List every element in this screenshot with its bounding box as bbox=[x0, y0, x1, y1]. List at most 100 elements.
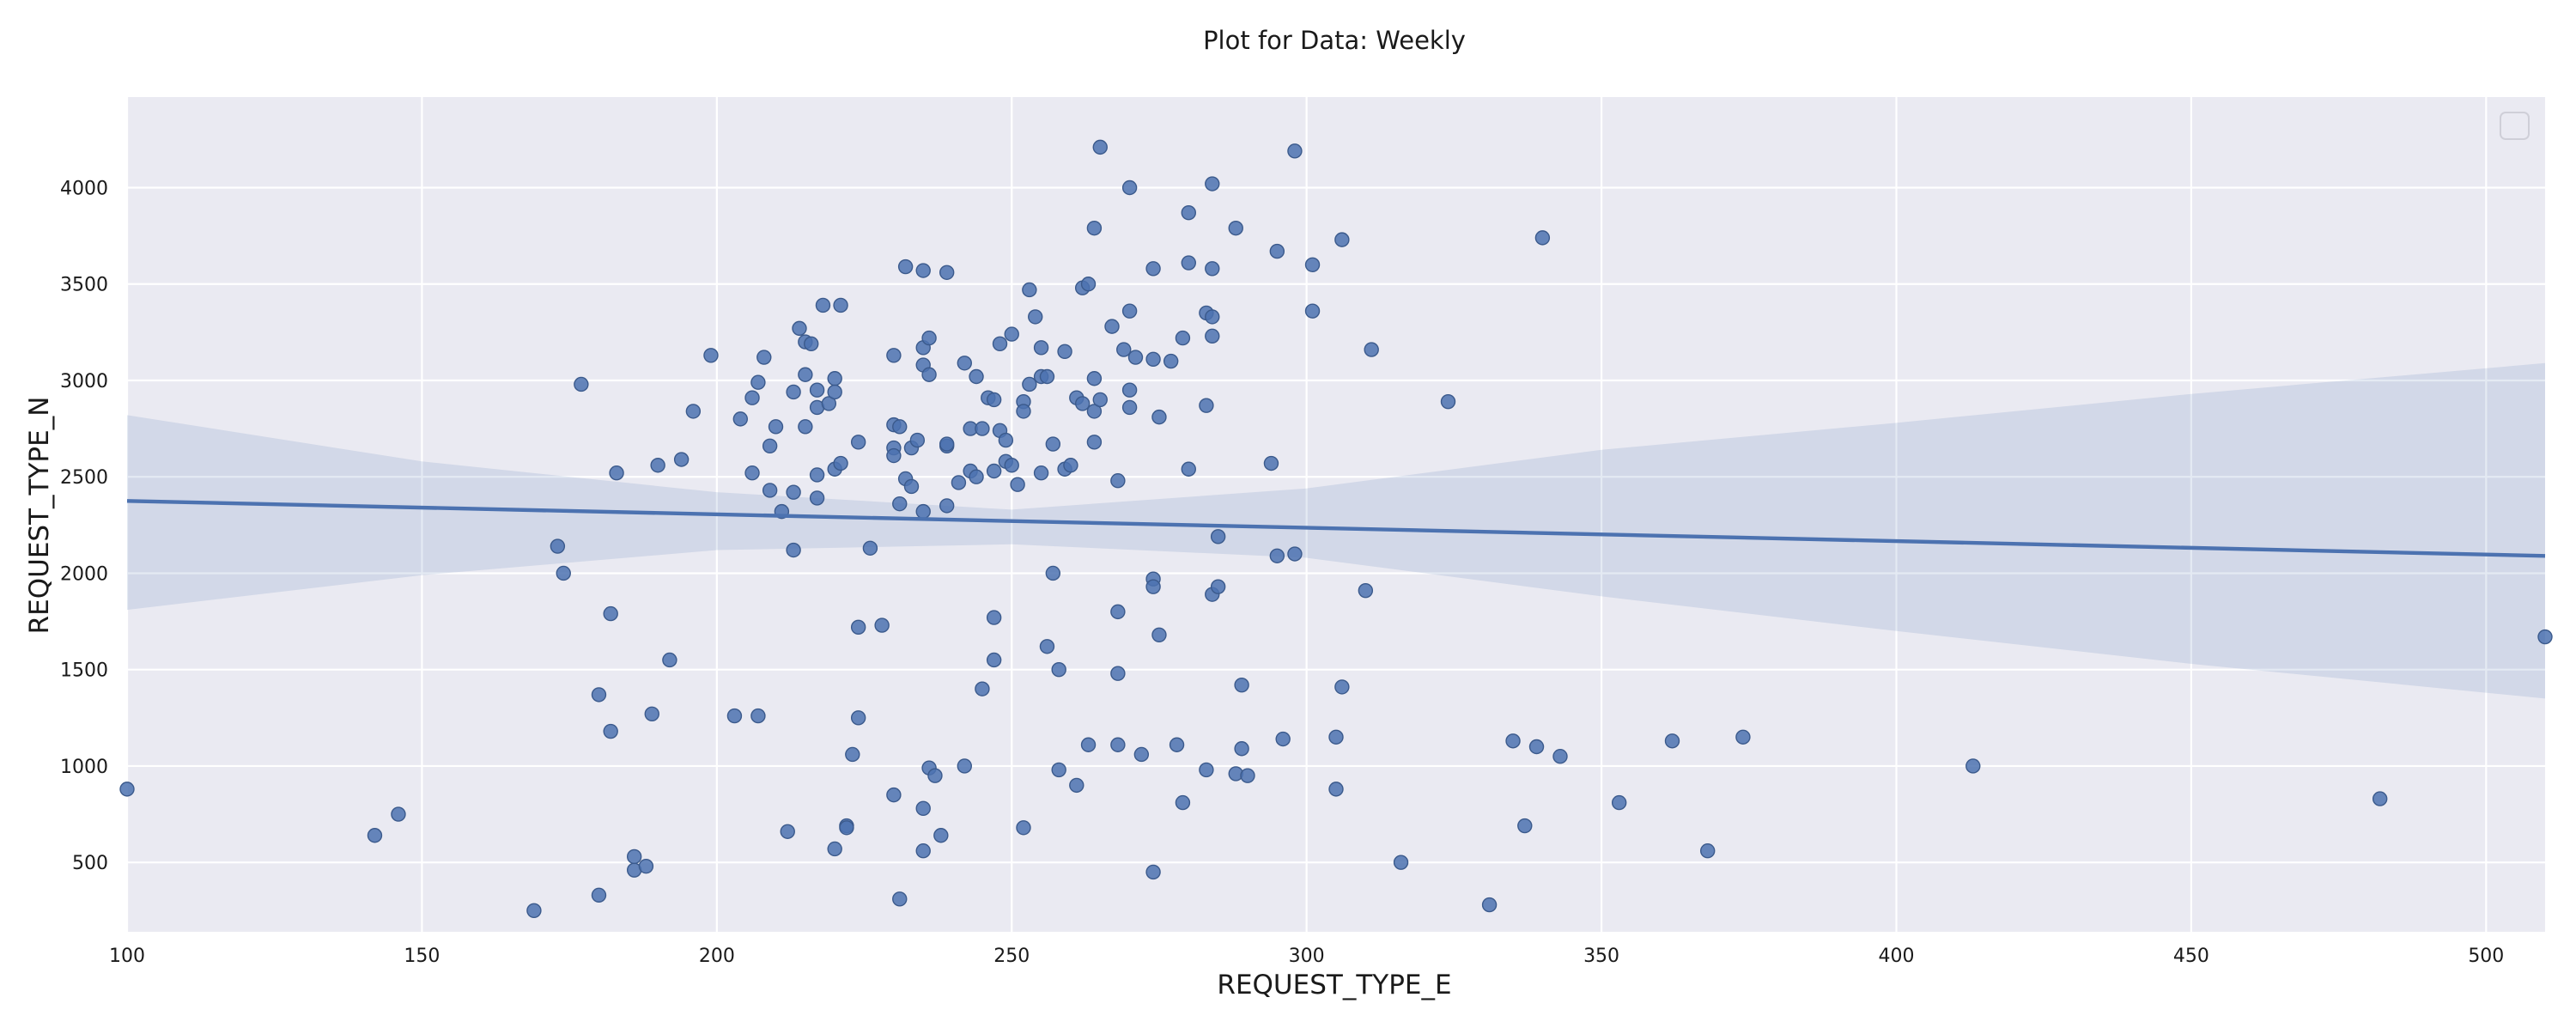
data-point bbox=[1534, 230, 1551, 246]
data-point bbox=[798, 367, 813, 382]
data-point bbox=[1121, 399, 1138, 416]
confidence-band bbox=[127, 362, 2545, 699]
data-point bbox=[1169, 737, 1185, 752]
data-point bbox=[957, 356, 972, 371]
data-point bbox=[1028, 309, 1043, 325]
data-point bbox=[809, 490, 825, 506]
data-point bbox=[1022, 282, 1037, 298]
y-tick-label: 500 bbox=[72, 853, 108, 874]
data-point bbox=[1440, 393, 1456, 410]
data-point bbox=[1181, 461, 1196, 477]
data-point bbox=[550, 538, 566, 554]
y-tick-label: 3000 bbox=[60, 371, 108, 392]
data-point bbox=[574, 376, 589, 392]
data-point bbox=[1552, 749, 1568, 764]
data-point bbox=[1199, 762, 1214, 778]
data-point bbox=[780, 824, 795, 839]
data-point bbox=[1210, 529, 1226, 544]
data-point bbox=[786, 384, 801, 400]
data-point bbox=[815, 297, 831, 313]
data-point bbox=[1517, 818, 1533, 834]
data-point bbox=[1074, 396, 1091, 411]
data-point bbox=[1528, 739, 1545, 755]
data-point bbox=[850, 619, 866, 636]
data-point bbox=[903, 478, 920, 495]
data-point bbox=[1181, 255, 1196, 271]
data-point bbox=[1016, 404, 1031, 419]
data-point bbox=[1051, 662, 1066, 678]
data-point bbox=[1205, 328, 1220, 344]
data-point bbox=[933, 828, 949, 843]
data-point bbox=[1133, 746, 1150, 763]
data-point bbox=[1163, 353, 1179, 369]
data-point bbox=[662, 652, 677, 668]
confidence-band-layer bbox=[127, 362, 2545, 699]
data-point bbox=[1080, 277, 1097, 292]
data-point bbox=[862, 540, 878, 556]
data-point bbox=[1358, 582, 1374, 599]
data-point bbox=[892, 891, 908, 907]
data-point bbox=[915, 503, 931, 520]
data-point bbox=[2537, 629, 2553, 645]
data-point bbox=[1110, 473, 1126, 489]
data-point bbox=[951, 475, 967, 490]
data-point bbox=[1104, 319, 1120, 334]
data-point bbox=[1092, 139, 1108, 155]
data-point bbox=[1010, 477, 1025, 492]
data-point bbox=[744, 390, 760, 405]
data-point bbox=[1045, 436, 1061, 452]
data-point bbox=[827, 841, 842, 857]
regression-line bbox=[126, 499, 2546, 558]
data-point bbox=[1393, 855, 1409, 870]
data-point bbox=[1735, 729, 1751, 745]
data-point bbox=[792, 320, 807, 337]
data-point bbox=[833, 297, 848, 313]
data-point bbox=[1127, 350, 1144, 365]
data-point bbox=[1275, 731, 1291, 747]
data-point bbox=[804, 336, 819, 352]
data-point bbox=[1063, 458, 1078, 473]
data-point bbox=[915, 843, 931, 859]
data-point bbox=[1039, 368, 1055, 385]
data-point bbox=[1334, 232, 1350, 247]
x-tick-label: 250 bbox=[993, 946, 1030, 967]
data-point bbox=[921, 330, 937, 346]
regression-layer bbox=[126, 499, 2546, 558]
data-point bbox=[1057, 344, 1072, 360]
data-point bbox=[1328, 782, 1344, 797]
data-point bbox=[827, 384, 842, 400]
points-layer bbox=[119, 139, 2553, 919]
data-point bbox=[1199, 398, 1214, 413]
data-point bbox=[367, 828, 383, 843]
data-point bbox=[603, 723, 618, 739]
data-point bbox=[975, 421, 990, 436]
data-point bbox=[1121, 382, 1138, 398]
data-point bbox=[1116, 342, 1132, 357]
x-tick-label: 350 bbox=[1583, 946, 1619, 967]
x-tick-label: 150 bbox=[404, 946, 440, 967]
data-point bbox=[827, 371, 842, 386]
data-point bbox=[897, 258, 914, 275]
data-point bbox=[1145, 579, 1161, 594]
data-point bbox=[939, 498, 955, 514]
data-point bbox=[1033, 465, 1049, 481]
data-point bbox=[1228, 220, 1243, 236]
data-point bbox=[998, 432, 1014, 448]
data-point bbox=[786, 542, 801, 558]
data-point bbox=[1175, 330, 1191, 346]
data-point bbox=[2372, 791, 2388, 806]
data-point bbox=[1004, 458, 1019, 473]
data-point bbox=[1086, 371, 1103, 386]
data-point bbox=[1304, 257, 1321, 272]
y-tick-label: 3500 bbox=[60, 275, 108, 296]
data-point bbox=[1121, 179, 1138, 196]
data-point bbox=[626, 848, 642, 865]
grid-layer bbox=[125, 97, 2545, 932]
data-point bbox=[957, 758, 972, 774]
data-point bbox=[1205, 176, 1220, 192]
data-point bbox=[886, 447, 902, 464]
data-point bbox=[809, 382, 825, 398]
data-point bbox=[591, 687, 607, 703]
